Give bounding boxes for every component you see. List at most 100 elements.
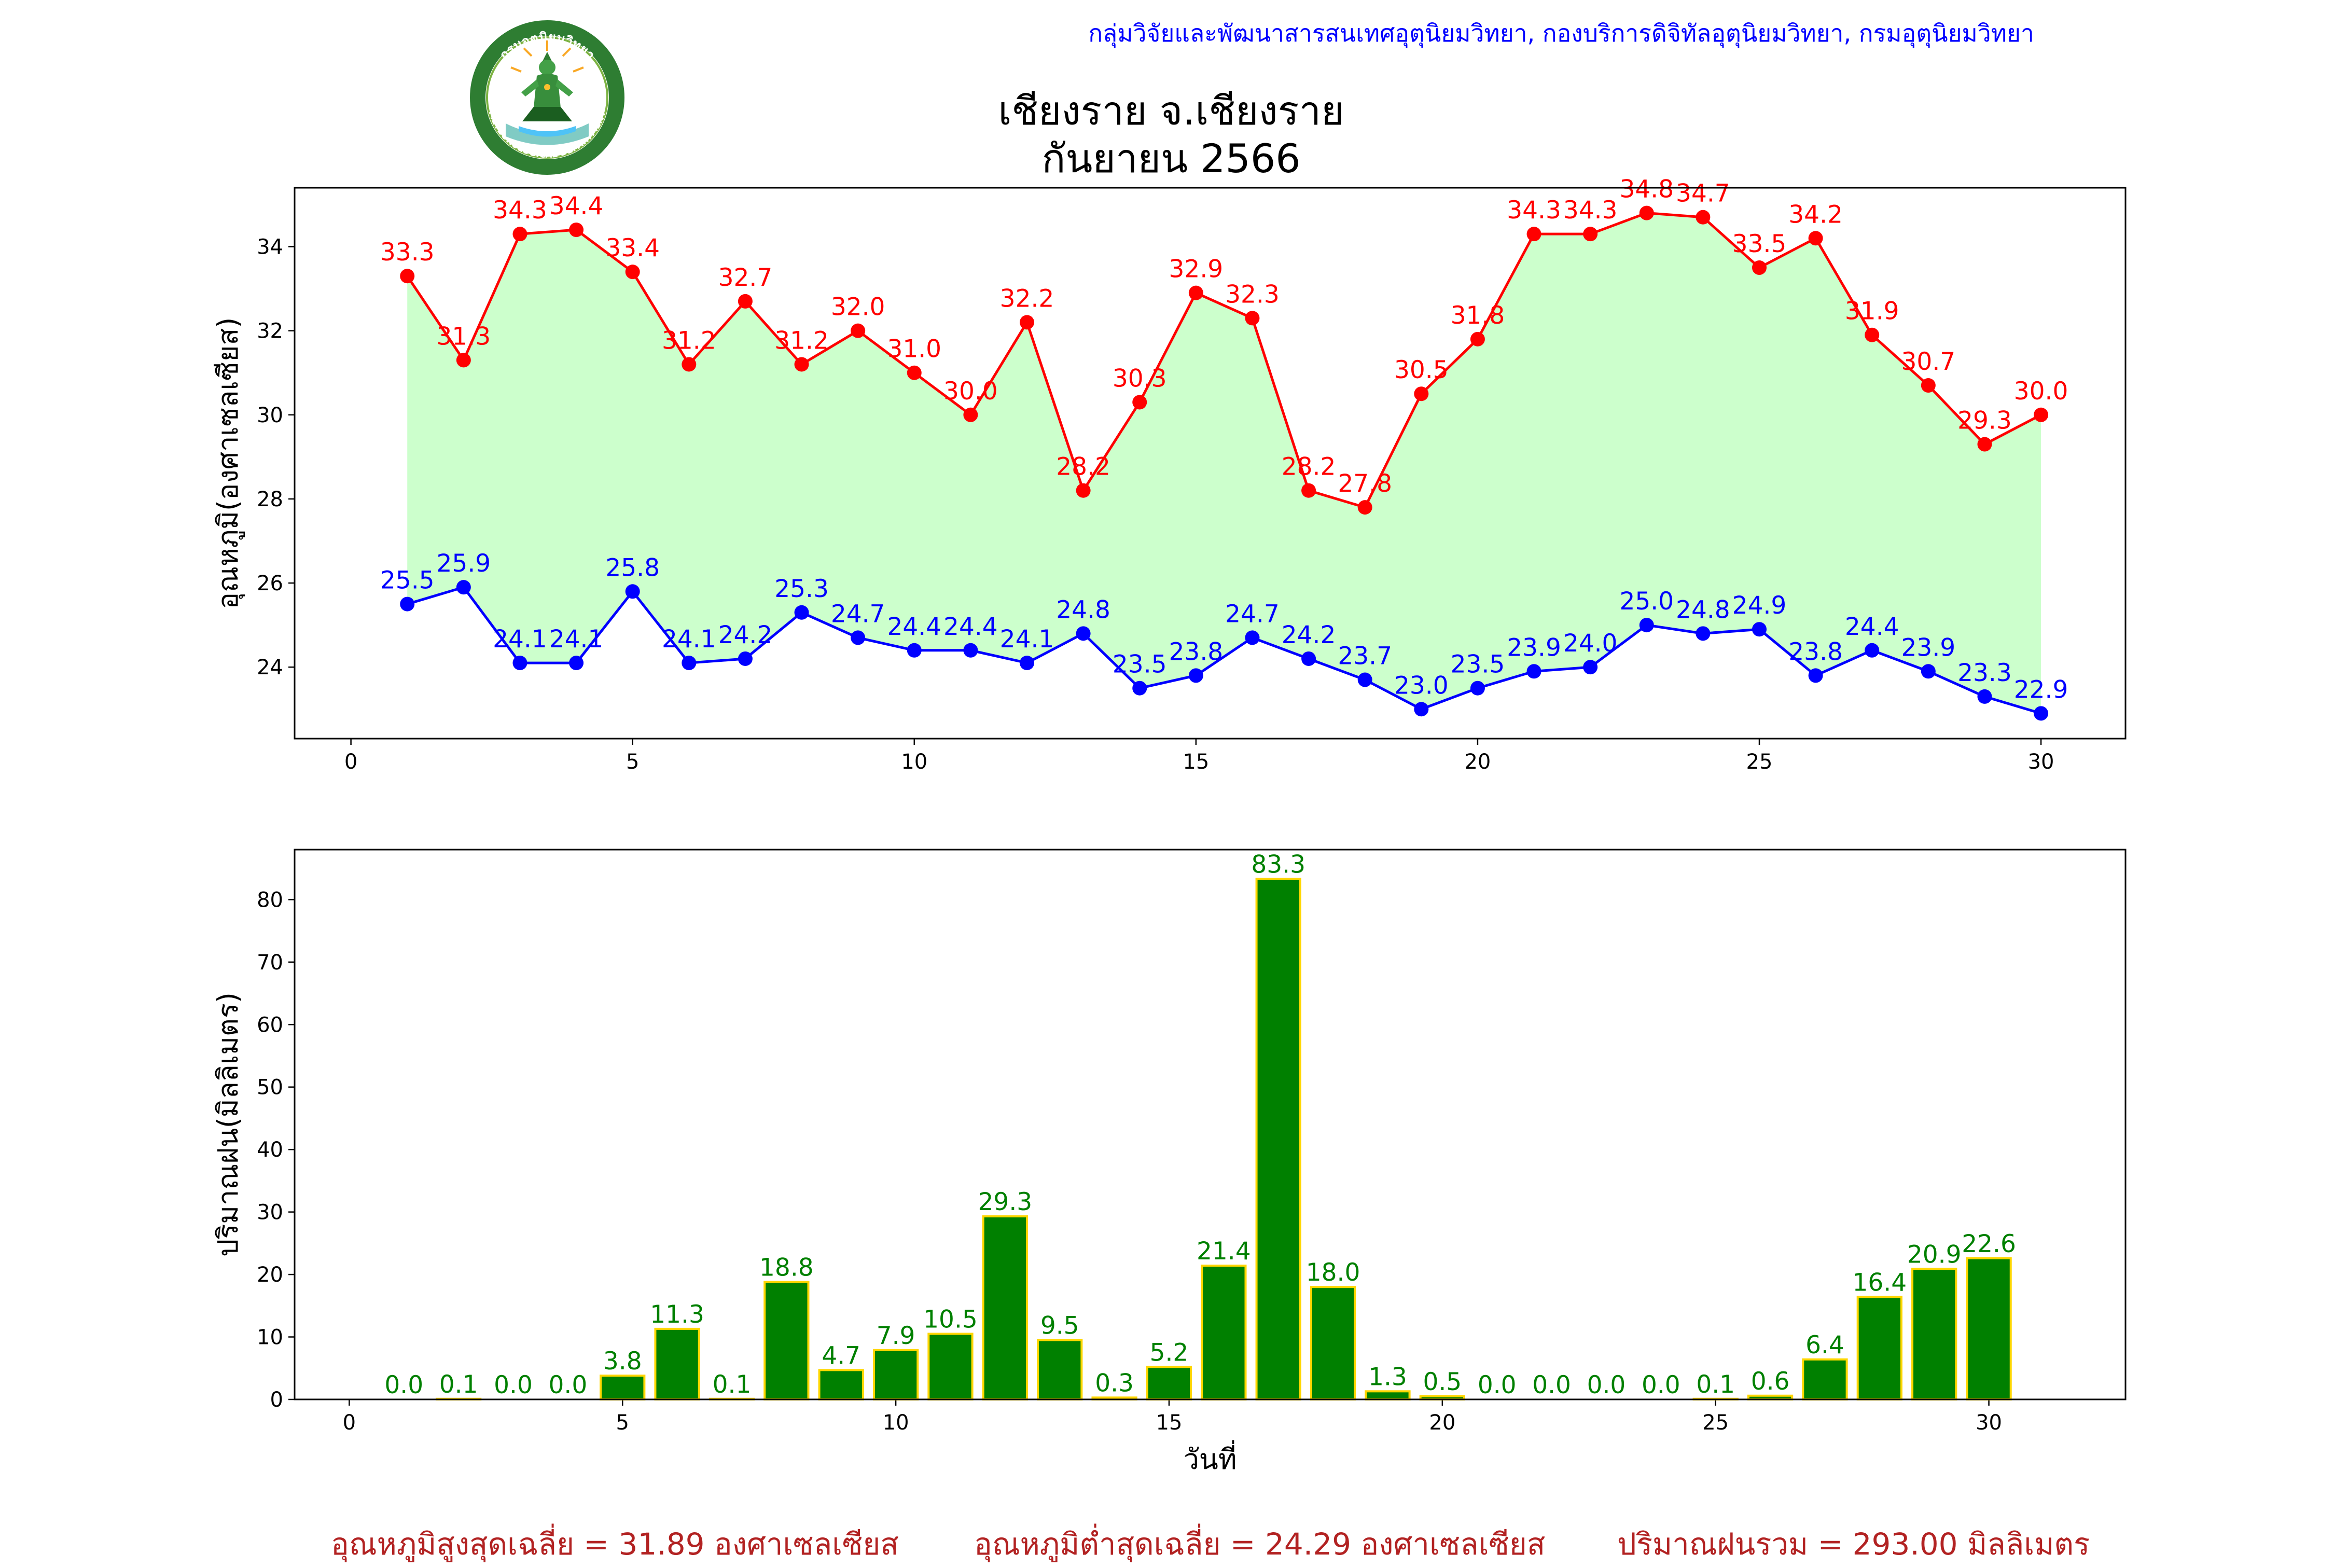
max-temp-point (1865, 327, 1880, 342)
max-temp-point (1301, 483, 1316, 498)
rain-data-label: 18.0 (1306, 1258, 1360, 1287)
min-temp-point (625, 584, 640, 599)
max-temp-data-label: 32.9 (1169, 255, 1224, 284)
min-temp-data-label: 23.9 (1901, 633, 1956, 662)
rain-bar (654, 1327, 700, 1401)
max-temp-point (1188, 285, 1203, 300)
max-temp-point (794, 357, 809, 372)
max-temp-point (1639, 205, 1654, 220)
max-temp-data-label: 30.7 (1901, 348, 1956, 376)
rain-data-label: 29.3 (978, 1188, 1033, 1216)
rain-bar (927, 1333, 974, 1400)
min-temp-data-label: 23.5 (1113, 650, 1167, 679)
max-temp-data-label: 31.2 (774, 326, 829, 355)
rain-data-label: 6.4 (1805, 1331, 1844, 1359)
temp-x-tick-label: 20 (1464, 750, 1491, 774)
max-temp-data-label: 27.8 (1338, 469, 1392, 498)
rain-data-label: 0.1 (1696, 1370, 1735, 1399)
rain-bar (1201, 1265, 1247, 1401)
min-temp-point (400, 596, 415, 612)
min-temp-data-label: 24.1 (493, 625, 547, 654)
max-temp-data-label: 31.8 (1451, 301, 1505, 330)
min-temp-point (738, 651, 753, 666)
rain-data-label: 18.8 (759, 1254, 814, 1282)
max-temp-data-label: 29.3 (1957, 407, 2012, 435)
rain-x-tick-label: 20 (1429, 1411, 1455, 1435)
rain-y-axis-label: ปริมาณฝน(มิลลิเมตร) (212, 992, 244, 1257)
max-temp-point (1977, 437, 1992, 452)
max-temp-data-label: 33.5 (1732, 230, 1787, 258)
max-temp-data-label: 30.0 (2014, 377, 2068, 406)
max-temp-point (1752, 260, 1767, 275)
rain-bar (1146, 1366, 1192, 1400)
rain-bar (1911, 1268, 1957, 1400)
min-temp-point (963, 643, 978, 658)
avg-max-temp-stat: อุณหภูมิสูงสุดเฉลี่ย = 31.89 องศาเซลเซีย… (331, 1527, 899, 1562)
temp-x-tick-label: 30 (2028, 750, 2054, 774)
max-temp-data-label: 33.3 (380, 238, 435, 267)
rain-data-label: 3.8 (603, 1347, 642, 1376)
rain-data-label: 21.4 (1197, 1237, 1251, 1266)
min-temp-series: 25.525.924.1 24.125.824.1 24.225.324.7 24.4… (380, 549, 2068, 721)
max-temp-point (1470, 331, 1485, 346)
min-temp-data-label: 24.2 (718, 621, 773, 649)
rain-bar (818, 1369, 864, 1401)
min-temp-data-label: 24.1 (1000, 625, 1054, 654)
max-temp-point (1526, 227, 1541, 242)
min-temp-point (1865, 643, 1880, 658)
rain-y-tick-label: 60 (257, 1013, 283, 1037)
min-temp-point (1808, 668, 1823, 683)
temp-y-tick-label: 28 (257, 488, 283, 511)
max-temp-point (1132, 395, 1147, 410)
rain-data-label: 0.3 (1095, 1369, 1134, 1397)
min-temp-line (407, 586, 2041, 715)
temp-x-tick-label: 0 (344, 750, 357, 774)
temp-axes: 0 5 10 15 20 25 30 24 26 28 30 32 34 (257, 235, 2054, 774)
rain-y-tick-label: 20 (257, 1263, 283, 1287)
max-temp-point (851, 323, 866, 338)
rain-data-label: 0.0 (384, 1371, 423, 1399)
rain-data-label: 20.9 (1907, 1240, 1962, 1269)
min-temp-point (1414, 702, 1429, 717)
min-temp-data-label: 24.1 (549, 625, 604, 654)
rain-bar (1856, 1296, 1902, 1401)
rain-bar (872, 1349, 919, 1400)
max-temp-data-label: 34.3 (1563, 196, 1618, 225)
min-temp-data-label: 22.9 (2014, 675, 2068, 704)
rain-data-label: 1.3 (1368, 1363, 1407, 1391)
min-temp-data-label: 24.4 (887, 613, 941, 641)
max-temp-point (682, 357, 697, 372)
title-line-2: กันยายน 2566 (1041, 135, 1301, 182)
min-temp-data-label: 24.8 (1056, 595, 1110, 624)
rain-data-label: 16.4 (1852, 1268, 1907, 1297)
min-temp-point (851, 630, 866, 645)
rain-data-label: 22.6 (1962, 1230, 2016, 1258)
min-temp-data-label: 24.4 (1845, 613, 1899, 641)
rain-data-label: 0.0 (494, 1371, 533, 1399)
rain-data-label: 0.0 (1532, 1371, 1571, 1399)
min-temp-data-label: 23.8 (1169, 637, 1224, 666)
min-temp-point (1076, 626, 1091, 641)
rain-data-label: 0.0 (1587, 1371, 1626, 1399)
min-temp-data-label: 23.5 (1451, 650, 1505, 679)
min-temp-data-label: 24.2 (1282, 621, 1336, 649)
max-temp-data-label: 32.7 (718, 263, 773, 292)
rain-data-label: 0.0 (1478, 1371, 1517, 1399)
temp-y-axis-label: อุณหภูมิ(องศาเซลเซียส) (212, 317, 245, 609)
max-temp-data-label: 34.2 (1788, 200, 1843, 229)
min-temp-point (1132, 681, 1147, 696)
max-temp-data-label: 28.2 (1282, 453, 1336, 481)
min-temp-data-label: 24.9 (1732, 591, 1787, 620)
temp-y-tick-label: 26 (257, 572, 283, 595)
rain-data-label: 83.3 (1251, 851, 1305, 879)
max-temp-point (1357, 500, 1372, 515)
max-temp-data-label: 34.8 (1619, 175, 1674, 204)
rain-bar (1802, 1358, 1848, 1401)
temp-x-tick-label: 25 (1746, 750, 1773, 774)
temp-x-tick-label: 5 (626, 750, 639, 774)
max-temp-line (406, 212, 2042, 509)
max-temp-point (907, 365, 922, 380)
rain-bar (600, 1375, 646, 1401)
rain-x-axis-label: วันที่ (1184, 1440, 1237, 1476)
rain-x-tick-label: 15 (1156, 1411, 1183, 1435)
